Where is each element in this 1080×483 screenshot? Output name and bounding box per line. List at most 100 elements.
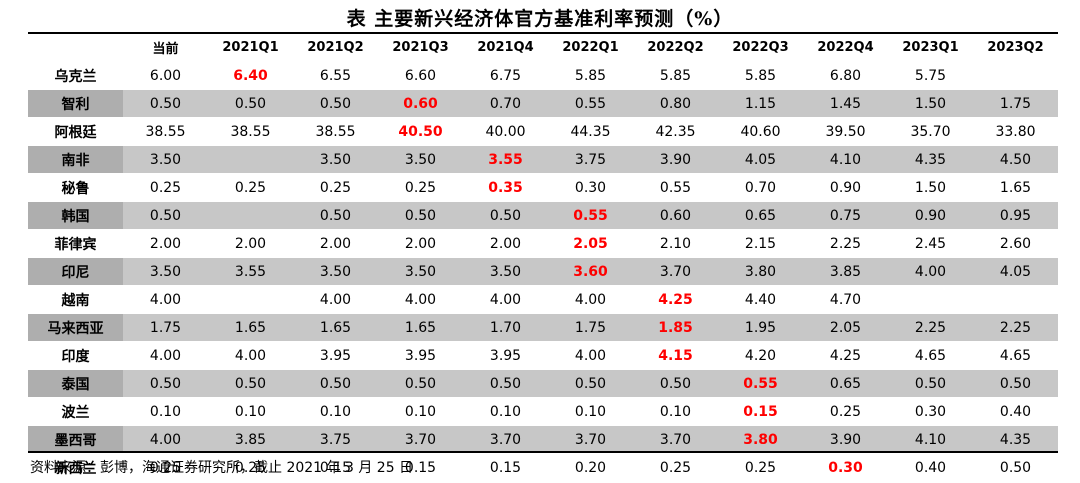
rate-cell: 0.25	[404, 179, 437, 196]
rate-cell: 3.95	[404, 347, 437, 364]
rate-cell: 4.00	[319, 291, 352, 308]
column-header: 2023Q1	[902, 40, 959, 55]
rate-cell: 0.75	[803, 201, 888, 230]
rate-cell: 3.50	[463, 257, 548, 286]
rate-cell: 4.50	[973, 145, 1058, 174]
rate-cell: 0.10	[149, 403, 182, 420]
rate-cell: 40.50	[398, 123, 443, 140]
rate-cell: 2.25	[973, 313, 1058, 342]
column-header: 2023Q2	[987, 40, 1044, 55]
table-title: 表 主要新兴经济体官方基准利率预测（%）	[346, 8, 734, 30]
rate-cell: 38.55	[315, 123, 356, 140]
rate-cell: 0.15	[743, 403, 778, 420]
rate-cell: 0.50	[123, 89, 208, 118]
rate-cell: 0.50	[293, 89, 378, 118]
rate-cell: 0.55	[718, 369, 803, 398]
rate-cell: 0.25	[234, 179, 267, 196]
rate-cell: 4.10	[888, 425, 973, 454]
rate-cell: 6.00	[149, 67, 182, 84]
country-cell: 阿根廷	[54, 124, 97, 141]
rate-cell: 0.50	[208, 89, 293, 118]
table-row: 印度 4.00 4.00 3.95 3.95 3.95 4.00 4.15 4.20 4.25 4.…	[28, 341, 1058, 370]
rate-cell: 38.55	[230, 123, 271, 140]
rate-cell: 40.60	[740, 123, 781, 140]
rate-cell: 3.80	[718, 257, 803, 286]
rate-cell: 3.85	[208, 425, 293, 454]
rate-cell: 0.10	[234, 403, 267, 420]
country-cell: 韩国	[28, 201, 123, 230]
rate-cell: 1.85	[633, 313, 718, 342]
column-header: 2021Q4	[477, 40, 534, 55]
column-header: 2021Q3	[392, 40, 449, 55]
rate-cell: 3.50	[378, 145, 463, 174]
rate-cell: 2.60	[999, 235, 1032, 252]
rate-cell: 4.00	[404, 291, 437, 308]
table-row: 韩国 0.50 0.50 0.50 0.50 0.55 0.60 0.65 0.75 0.90 0.…	[28, 201, 1058, 230]
column-header: 2022Q2	[647, 40, 704, 55]
country-cell: 新西兰	[54, 460, 97, 477]
rate-cell: 6.60	[404, 67, 437, 84]
header-corner	[28, 34, 123, 62]
rate-cell: 0.25	[319, 179, 352, 196]
country-cell: 越南	[61, 292, 90, 309]
rate-cell: 0.40	[914, 459, 947, 476]
rate-cell: 0.50	[548, 369, 633, 398]
rate-cell: 4.00	[149, 347, 182, 364]
rate-cell: 0.90	[829, 179, 862, 196]
rate-cell: 3.95	[319, 347, 352, 364]
rate-cell	[973, 286, 1058, 314]
rate-cell: 0.35	[488, 179, 523, 196]
rate-cell: 0.50	[888, 369, 973, 398]
rate-cell: 0.10	[574, 403, 607, 420]
rate-cell: 0.55	[548, 89, 633, 118]
rate-cell: 6.55	[319, 67, 352, 84]
rate-cell: 4.35	[973, 425, 1058, 454]
rate-cell: 4.00	[574, 291, 607, 308]
rate-cell: 0.50	[633, 369, 718, 398]
header-row: 当前 2021Q1 2021Q2 2021Q3 2021Q4 2022Q1 2022Q2 20…	[28, 34, 1058, 62]
rate-cell: 3.75	[293, 425, 378, 454]
rate-cell: 3.50	[293, 145, 378, 174]
rate-cell: 3.60	[548, 257, 633, 286]
bottom-rule	[28, 451, 1058, 453]
rate-cell: 3.70	[378, 425, 463, 454]
table-row: 秘鲁 0.25 0.25 0.25 0.25 0.35 0.30 0.55 0.70 0.90 1.…	[28, 173, 1058, 202]
rate-cell: 0.70	[744, 179, 777, 196]
top-rule	[28, 32, 1058, 34]
rate-cell: 35.70	[910, 123, 951, 140]
rate-cell: 0.95	[973, 201, 1058, 230]
rate-cell: 3.70	[633, 425, 718, 454]
rate-cell: 5.75	[914, 67, 947, 84]
table-row: 智利 0.50 0.50 0.50 0.60 0.70 0.55 0.80 1.15 1.45 1.…	[28, 89, 1058, 118]
rate-cell: 1.75	[123, 313, 208, 342]
column-header: 2022Q4	[817, 40, 874, 55]
rate-cell: 4.35	[888, 145, 973, 174]
rate-cell: 0.30	[574, 179, 607, 196]
rate-cell: 4.00	[123, 425, 208, 454]
table-row: 波兰 0.10 0.10 0.10 0.10 0.10 0.10 0.10 0.15 0.25 0.…	[28, 397, 1058, 426]
rate-cell: 4.25	[829, 347, 862, 364]
rate-cell: 1.65	[999, 179, 1032, 196]
rate-cell: 2.00	[489, 235, 522, 252]
rate-cell: 0.30	[828, 459, 863, 476]
rate-cell: 4.70	[829, 291, 862, 308]
rate-cell: 0.50	[208, 369, 293, 398]
rate-cell: 1.95	[718, 313, 803, 342]
table-row: 乌克兰 6.00 6.40 6.55 6.60 6.75 5.85 5.85 5.85 6.80 5…	[28, 61, 1058, 90]
rate-cell: 3.70	[463, 425, 548, 454]
country-cell: 印尼	[28, 257, 123, 286]
column-header: 2021Q1	[222, 40, 279, 55]
rate-cell: 2.05	[573, 235, 608, 252]
rate-cell: 33.80	[995, 123, 1036, 140]
rate-cell: 3.55	[463, 145, 548, 174]
rate-cell: 2.00	[149, 235, 182, 252]
rate-cell: 2.25	[888, 313, 973, 342]
rate-cell: 1.50	[914, 179, 947, 196]
country-cell: 乌克兰	[54, 68, 97, 85]
rate-cell: 0.25	[829, 403, 862, 420]
rate-cell: 5.85	[659, 67, 692, 84]
rate-cell: 3.90	[633, 145, 718, 174]
rate-cell: 2.15	[744, 235, 777, 252]
rate-cell: 0.60	[378, 89, 463, 118]
rate-cell: 3.70	[548, 425, 633, 454]
